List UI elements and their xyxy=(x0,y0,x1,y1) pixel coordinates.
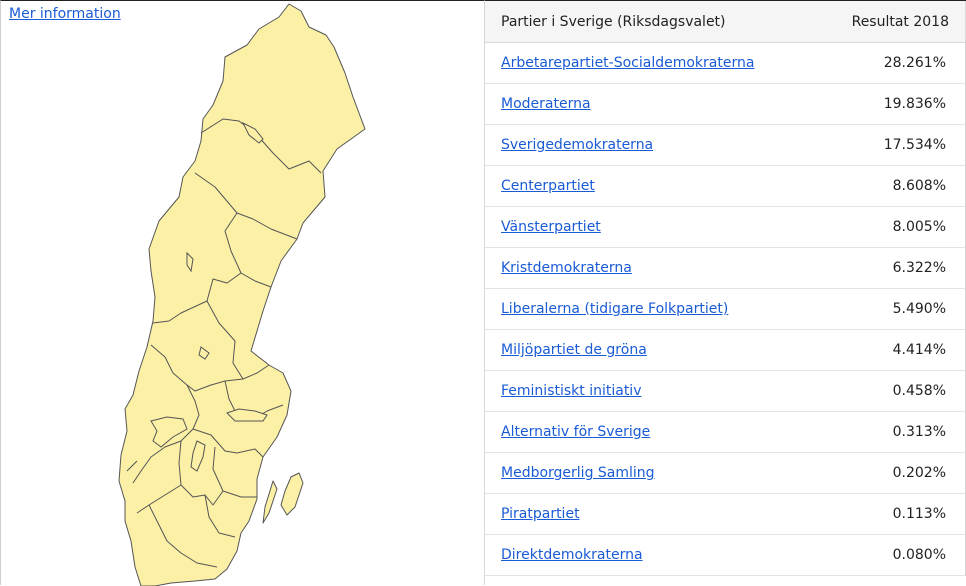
gotland-island xyxy=(280,472,304,516)
table-body: Arbetarepartiet-Socialdemokraterna 28.261… xyxy=(485,43,966,576)
party-result: 17.534% xyxy=(883,137,946,153)
party-result: 4.414% xyxy=(892,342,946,358)
header-party: Partier i Sverige (Riksdagsvalet) xyxy=(501,13,726,30)
lake-torne xyxy=(241,121,264,144)
party-link[interactable]: Sverigedemokraterna xyxy=(501,137,654,153)
party-result: 28.261% xyxy=(883,55,946,71)
lake-storsjon xyxy=(186,251,194,273)
party-result: 19.836% xyxy=(883,96,946,112)
table-row: Feministiskt initiativ 0.458% xyxy=(485,371,966,412)
party-link[interactable]: Alternativ för Sverige xyxy=(501,424,651,440)
table-header: Partier i Sverige (Riksdagsvalet) Result… xyxy=(485,1,966,43)
lake-malaren xyxy=(226,408,268,422)
table-row: Piratpartiet 0.113% xyxy=(485,494,966,535)
party-result: 0.202% xyxy=(892,465,946,481)
party-link[interactable]: Piratpartiet xyxy=(501,506,580,522)
party-link[interactable]: Moderaterna xyxy=(501,96,591,112)
party-result: 8.608% xyxy=(892,178,946,194)
table-row: Miljöpartiet de gröna 4.414% xyxy=(485,330,966,371)
party-result: 0.113% xyxy=(892,506,946,522)
table-row: Moderaterna 19.836% xyxy=(485,84,966,125)
party-link[interactable]: Miljöpartiet de gröna xyxy=(501,342,647,358)
party-link[interactable]: Arbetarepartiet-Socialdemokraterna xyxy=(501,55,755,71)
header-result: Resultat 2018 xyxy=(851,13,949,30)
lake-vanern xyxy=(150,416,188,448)
table-row: Liberalerna (tidigare Folkpartiet) 5.490% xyxy=(485,289,966,330)
table-row: Medborgerlig Samling 0.202% xyxy=(485,453,966,494)
results-table: Partier i Sverige (Riksdagsvalet) Result… xyxy=(484,0,966,585)
table-row: Sverigedemokraterna 17.534% xyxy=(485,125,966,166)
party-result: 5.490% xyxy=(892,301,946,317)
party-result: 8.005% xyxy=(892,219,946,235)
table-row: Alternativ för Sverige 0.313% xyxy=(485,412,966,453)
party-link[interactable]: Direktdemokraterna xyxy=(501,547,643,563)
table-row: Direktdemokraterna 0.080% xyxy=(485,535,966,576)
party-link[interactable]: Centerpartiet xyxy=(501,178,595,194)
party-link[interactable]: Feministiskt initiativ xyxy=(501,383,642,399)
party-link[interactable]: Liberalerna (tidigare Folkpartiet) xyxy=(501,301,729,317)
party-result: 6.322% xyxy=(892,260,946,276)
party-link[interactable]: Kristdemokraterna xyxy=(501,260,632,276)
table-row: Vänsterpartiet 8.005% xyxy=(485,207,966,248)
party-link[interactable]: Medborgerlig Samling xyxy=(501,465,655,481)
party-result: 0.080% xyxy=(892,547,946,563)
lake-vattern xyxy=(190,440,206,472)
table-row: Kristdemokraterna 6.322% xyxy=(485,248,966,289)
party-result: 0.313% xyxy=(892,424,946,440)
map-panel: Mer information xyxy=(0,0,485,586)
more-info-link[interactable]: Mer information xyxy=(9,6,121,22)
party-link[interactable]: Vänsterpartiet xyxy=(501,219,601,235)
table-row: Arbetarepartiet-Socialdemokraterna 28.261… xyxy=(485,43,966,84)
table-row: Centerpartiet 8.608% xyxy=(485,166,966,207)
party-result: 0.458% xyxy=(892,383,946,399)
sweden-map[interactable] xyxy=(1,1,485,586)
oland-island xyxy=(262,480,278,524)
sweden-outline xyxy=(118,3,366,586)
lake-siljan xyxy=(198,346,210,360)
